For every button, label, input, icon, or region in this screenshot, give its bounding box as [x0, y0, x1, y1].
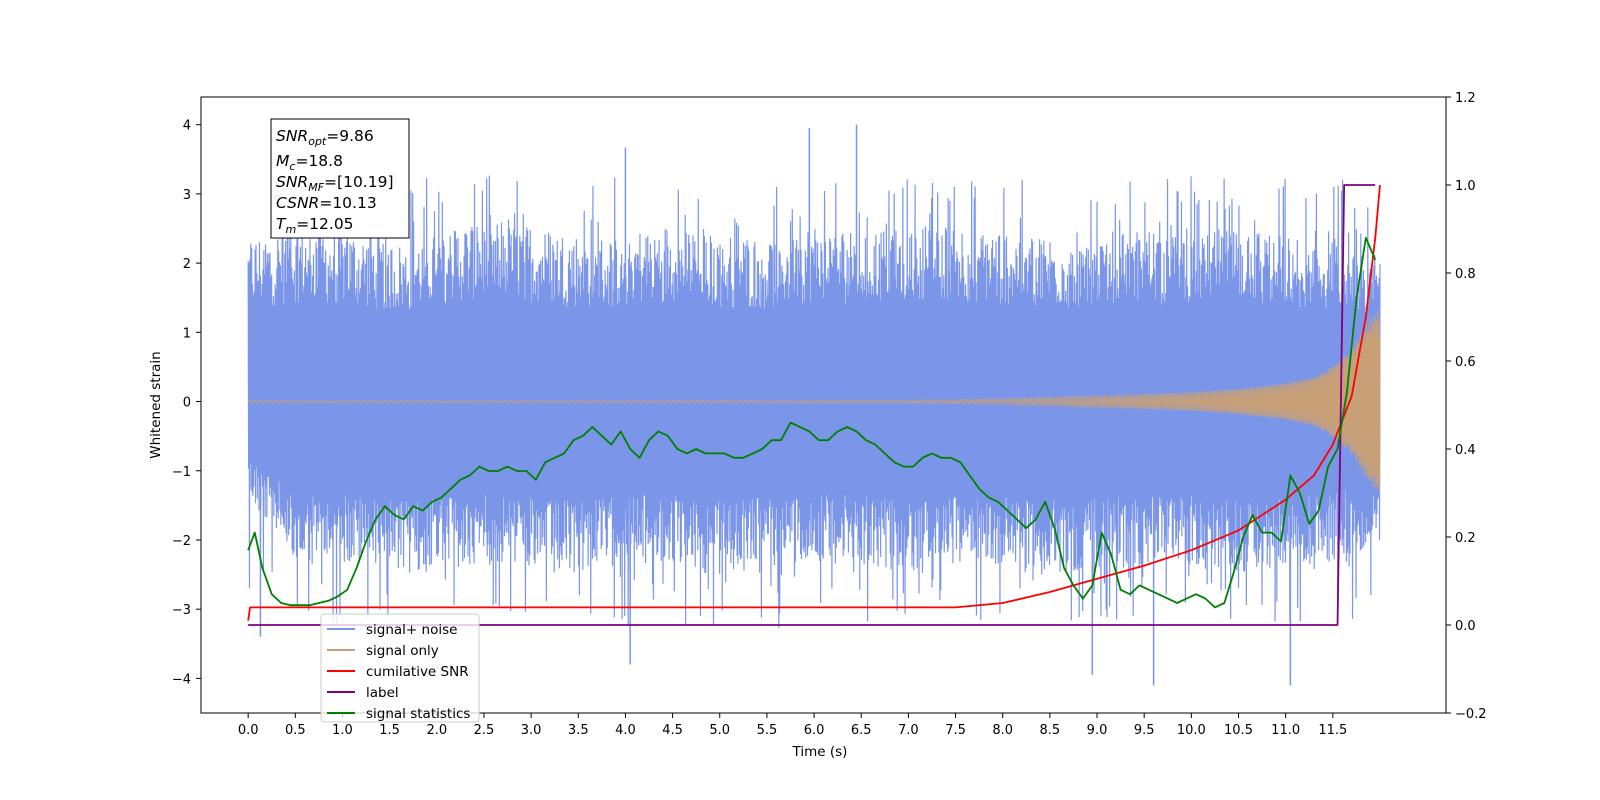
mc-symbol: M — [276, 152, 289, 170]
x-axis-label: Time (s) — [792, 744, 848, 760]
y-tick-label: 1 — [183, 326, 191, 341]
csnr-value: =10.13 — [319, 194, 376, 212]
x-tick-label: 5.5 — [757, 723, 778, 738]
x-tick-label: 11.5 — [1318, 723, 1347, 738]
tm-value: =12.05 — [296, 215, 353, 233]
legend-frame — [320, 613, 480, 723]
legend-label-signal-statistics: signal statistics — [366, 706, 470, 722]
annotation-tm: Tm=12.05 — [276, 215, 354, 236]
x-tick-label: 2.5 — [474, 723, 495, 738]
x-tick-label: 7.5 — [945, 723, 966, 738]
y-tick-label: −4 — [172, 672, 191, 687]
series-signal-noise-core — [248, 299, 1380, 501]
series-layer — [247, 124, 1381, 686]
snr-opt-symbol: SNR — [276, 127, 308, 145]
y-axis-label: Whitened strain — [148, 351, 164, 458]
x-tick-label: 9.0 — [1087, 723, 1108, 738]
x-tick-label: 0.0 — [238, 723, 259, 738]
x-tick-label: 4.0 — [615, 723, 636, 738]
y2-tick-label: 0.0 — [1455, 619, 1476, 634]
y2-tick-label: 0.8 — [1455, 267, 1476, 282]
y-tick-label: 0 — [183, 396, 191, 411]
y-tick-label: −1 — [172, 465, 191, 480]
y2-tick-label: 1.0 — [1455, 179, 1476, 194]
x-tick-label: 1.5 — [379, 723, 400, 738]
annotation-snr-mf: SNRMF=[10.19] — [276, 173, 394, 194]
x-tick-label: 10.5 — [1224, 723, 1253, 738]
series-signal-statistics-line — [247, 236, 1377, 609]
y2-tick-label: 0.4 — [1455, 443, 1476, 458]
y-tick-label: 3 — [183, 188, 191, 203]
x-tick-label: 3.5 — [568, 723, 589, 738]
annotation-frame — [270, 118, 410, 239]
legend: signal+ noise signal only cumilative SNR la… — [320, 613, 480, 723]
y-tick-label: 2 — [183, 257, 191, 272]
legend-label-signal-noise: signal+ noise — [366, 622, 457, 638]
x-tick-label: 6.0 — [804, 723, 825, 738]
snr-mf-sub: MF — [308, 181, 324, 194]
y-tick-label: 4 — [183, 119, 191, 134]
x-tick-label: 8.0 — [992, 723, 1013, 738]
legend-label-cumilative-snr: cumilative SNR — [366, 664, 469, 680]
plot-frame — [200, 96, 1447, 714]
x-tick-label: 1.0 — [332, 723, 353, 738]
x-tick-label: 3.0 — [521, 723, 542, 738]
series-label-line — [248, 184, 1376, 626]
ticks-layer: 0.0 0.5 1.0 1.5 2.0 2.5 3.0 3.5 4.0 4.5 5.0 5.5 6.0 6… — [172, 91, 1487, 738]
x-tick-label: 10.0 — [1177, 723, 1206, 738]
x-tick-label: 4.5 — [662, 723, 683, 738]
annotation-csnr: CSNR=10.13 — [276, 194, 377, 212]
annotation-mc: Mc=18.8 — [276, 152, 343, 173]
tm-symbol: T — [276, 215, 287, 233]
series-cumilative-snr-line — [247, 184, 1381, 621]
tm-sub: m — [285, 223, 296, 236]
x-tick-label: 6.5 — [851, 723, 872, 738]
x-tick-label: 0.5 — [285, 723, 306, 738]
annotation-snr-opt: SNRopt=9.86 — [276, 127, 374, 148]
y2-tick-label: 0.2 — [1455, 531, 1476, 546]
x-tick-label: 8.5 — [1040, 723, 1061, 738]
snr-mf-symbol: SNR — [276, 173, 308, 191]
snr-opt-sub: opt — [308, 135, 327, 148]
mc-sub: c — [289, 160, 295, 173]
csnr-symbol: CSNR — [276, 194, 319, 212]
snr-mf-value: =[10.19] — [324, 173, 393, 191]
y-tick-label: −3 — [172, 603, 191, 618]
x-tick-label: 7.0 — [898, 723, 919, 738]
x-tick-label: 11.0 — [1271, 723, 1300, 738]
legend-label-signal-only: signal only — [366, 643, 439, 659]
legend-label-label: label — [366, 685, 399, 701]
y-tick-label: −2 — [172, 534, 191, 549]
mc-value: =18.8 — [295, 152, 343, 170]
x-tick-label: 2.0 — [426, 723, 447, 738]
annotation-box: SNRopt=9.86 Mc=18.8 SNRMF=[10.19] CSNR=1… — [270, 118, 410, 239]
y2-tick-label: −0.2 — [1455, 707, 1487, 722]
x-tick-label: 9.5 — [1134, 723, 1155, 738]
snr-opt-value: =9.86 — [326, 127, 374, 145]
x-tick-label: 5.0 — [709, 723, 730, 738]
series-signal-only-line — [247, 310, 1381, 495]
y2-tick-label: 0.6 — [1455, 355, 1476, 370]
y2-tick-label: 1.2 — [1455, 91, 1476, 106]
